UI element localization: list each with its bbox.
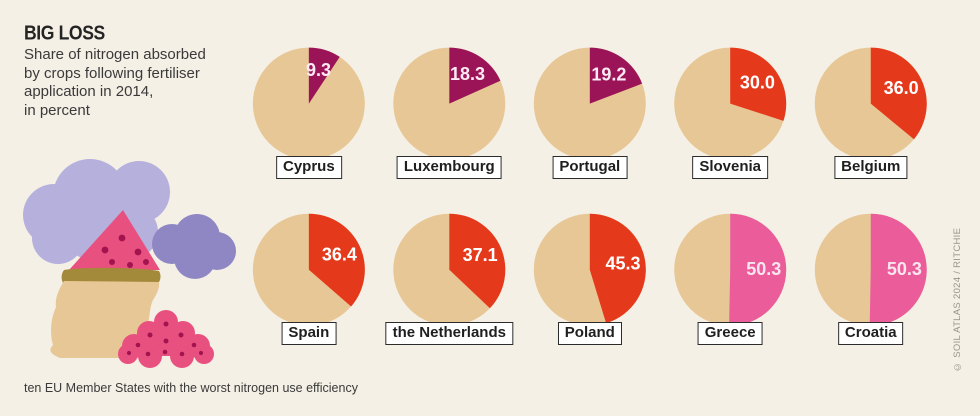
svg-text:36.4: 36.4 bbox=[322, 245, 357, 265]
svg-text:37.1: 37.1 bbox=[463, 245, 498, 265]
svg-text:9.3: 9.3 bbox=[306, 60, 331, 80]
svg-text:50.3: 50.3 bbox=[887, 259, 922, 279]
svg-text:50.3: 50.3 bbox=[746, 259, 781, 279]
svg-text:30.0: 30.0 bbox=[740, 73, 775, 93]
svg-text:19.2: 19.2 bbox=[591, 65, 626, 85]
svg-text:36.0: 36.0 bbox=[884, 78, 919, 98]
svg-text:18.3: 18.3 bbox=[450, 64, 485, 84]
svg-text:45.3: 45.3 bbox=[606, 254, 641, 274]
